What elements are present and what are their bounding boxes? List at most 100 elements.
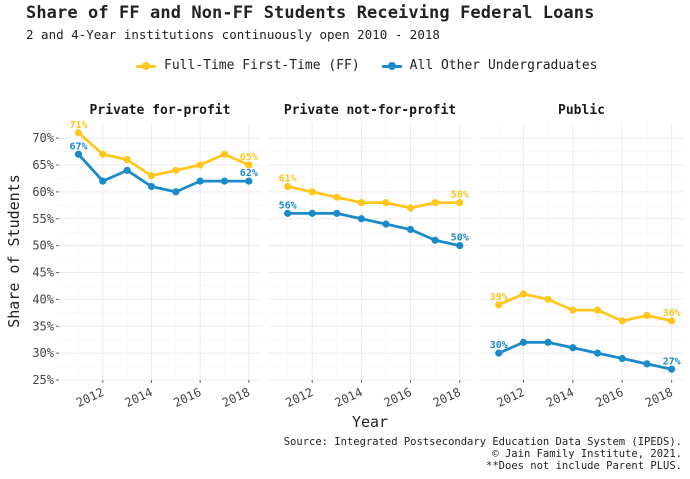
- data-point-ff-2015: [382, 199, 390, 207]
- data-point-ff-2012: [99, 150, 107, 158]
- data-point-other-2013: [333, 209, 341, 217]
- facet-title: Private for-profit: [90, 103, 231, 118]
- chart-title: Share of FF and Non-FF Students Receivin…: [26, 3, 595, 23]
- data-point-other-2012: [519, 338, 528, 346]
- data-point-ff-2011: [495, 301, 503, 309]
- data-point-ff-2011: [284, 182, 292, 191]
- data-label-ff-first: 61%: [279, 174, 297, 185]
- data-point-other-2015: [172, 188, 180, 196]
- y-tick-label: 70%: [32, 131, 54, 145]
- data-point-other-2018: [245, 177, 253, 185]
- series-line-other: [287, 211, 461, 247]
- series-line-other: [77, 153, 249, 194]
- x-tick-label: 2012: [283, 385, 315, 410]
- data-label-other-first: 56%: [279, 200, 297, 211]
- panel-background: [268, 122, 472, 380]
- y-tick-label: 50%: [32, 239, 54, 253]
- y-tick-label: 45%: [32, 266, 54, 280]
- data-point-other-2016: [406, 225, 415, 234]
- facet-title: Public: [558, 103, 605, 118]
- data-point-other-2012: [99, 177, 107, 185]
- data-point-other-2014: [147, 182, 156, 191]
- data-point-other-2015: [382, 220, 390, 228]
- legend-swatch-ff: [136, 61, 156, 71]
- legend: Full-Time First-Time (FF) All Other Unde…: [136, 58, 620, 73]
- y-tick-label: 40%: [32, 292, 54, 306]
- data-point-ff-2018: [456, 199, 464, 207]
- data-point-other-2014: [357, 215, 365, 223]
- data-label-ff-last: 58%: [451, 190, 469, 201]
- legend-swatch-other: [381, 61, 402, 71]
- data-point-ff-2016: [406, 204, 415, 212]
- data-label-ff-first: 71%: [69, 120, 87, 131]
- data-point-ff-2016: [196, 161, 204, 169]
- data-point-other-2017: [431, 236, 439, 244]
- data-label-ff-last: 36%: [663, 308, 681, 319]
- x-tick-label: 2016: [593, 385, 625, 410]
- data-point-ff-2014: [147, 172, 156, 180]
- y-tick-label: 65%: [32, 158, 54, 172]
- legend-item-other[interactable]: All Other Undergraduates: [381, 58, 598, 73]
- data-point-other-2016: [618, 354, 626, 363]
- x-tick-label: 2016: [171, 385, 203, 410]
- facet-title: Private not-for-profit: [284, 103, 456, 118]
- data-label-other-last: 27%: [663, 356, 681, 367]
- y-axis-title: Share of Students: [5, 174, 23, 328]
- chart-subtitle: 2 and 4-Year institutions continuously o…: [26, 27, 440, 42]
- data-label-other-first: 30%: [490, 340, 508, 351]
- panel-background: [59, 122, 261, 380]
- data-label-other-last: 50%: [451, 233, 469, 244]
- y-tick-label: 30%: [32, 346, 54, 360]
- legend-label-ff: Full-Time First-Time (FF): [164, 58, 360, 73]
- data-point-ff-2015: [172, 166, 180, 174]
- data-point-ff-2015: [593, 306, 602, 314]
- caption-line-note: **Does not include Parent PLUS.: [486, 460, 682, 472]
- data-label-other-last: 62%: [240, 168, 258, 179]
- data-point-other-2013: [544, 338, 552, 346]
- data-point-ff-2014: [357, 199, 365, 207]
- x-tick-label: 2012: [495, 385, 527, 410]
- panel-background: [479, 122, 684, 380]
- data-label-other-first: 67%: [69, 141, 87, 152]
- x-tick-label: 2018: [220, 385, 252, 410]
- series-line-other: [498, 340, 672, 371]
- caption: Source: Integrated Postsecondary Educati…: [284, 436, 682, 472]
- data-point-ff-2012: [519, 290, 528, 298]
- legend-item-ff[interactable]: Full-Time First-Time (FF): [136, 58, 360, 73]
- data-point-other-2013: [123, 166, 131, 174]
- x-tick-label: 2014: [544, 385, 576, 410]
- data-point-other-2016: [196, 177, 204, 185]
- data-point-other-2018: [668, 365, 676, 373]
- data-point-ff-2011: [74, 129, 83, 137]
- x-axis-title: Year: [352, 413, 388, 431]
- data-point-other-2017: [220, 177, 229, 185]
- data-point-other-2011: [284, 209, 292, 217]
- y-tick-label: 25%: [32, 373, 54, 387]
- x-tick-label: 2014: [333, 385, 365, 410]
- data-point-ff-2013: [123, 156, 131, 164]
- caption-line-source: Source: Integrated Postsecondary Educati…: [283, 436, 682, 448]
- data-label-ff-last: 65%: [240, 152, 258, 163]
- data-point-other-2011: [74, 150, 83, 158]
- x-tick-label: 2014: [123, 385, 155, 410]
- data-point-ff-2013: [333, 193, 341, 201]
- x-tick-label: 2016: [382, 385, 414, 410]
- data-point-other-2011: [495, 349, 503, 357]
- y-tick-label: 60%: [32, 185, 54, 199]
- x-tick-label: 2012: [74, 385, 106, 410]
- data-point-ff-2016: [618, 317, 626, 325]
- y-tick-label: 55%: [32, 212, 54, 226]
- data-point-ff-2013: [544, 295, 552, 303]
- data-label-ff-first: 39%: [490, 292, 508, 303]
- data-point-ff-2012: [308, 188, 316, 196]
- series-line-ff: [287, 185, 460, 210]
- data-point-ff-2018: [245, 161, 253, 169]
- data-point-other-2017: [643, 360, 651, 368]
- data-point-ff-2017: [220, 150, 229, 158]
- series-line-ff: [498, 292, 672, 323]
- data-point-other-2012: [308, 209, 316, 217]
- data-point-other-2018: [456, 242, 464, 250]
- caption-line-copyright: © Jain Family Institute, 2021.: [492, 448, 682, 460]
- legend-label-other: All Other Undergraduates: [409, 58, 598, 73]
